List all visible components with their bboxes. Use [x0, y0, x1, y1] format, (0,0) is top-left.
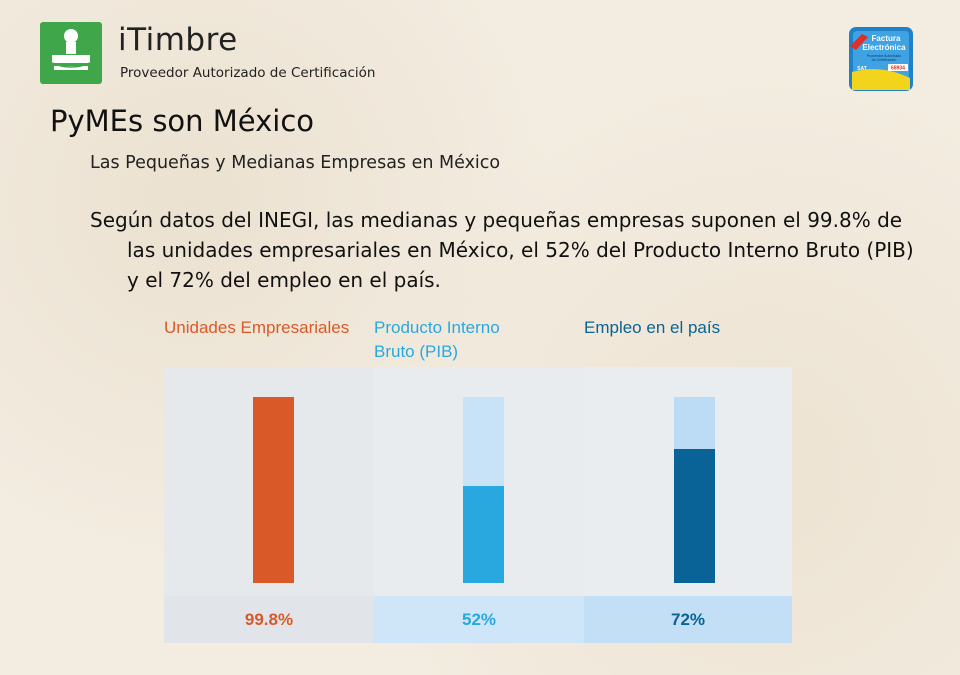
itimbre-logo — [40, 22, 102, 84]
badge-line1: Factura — [872, 34, 901, 43]
value-label-pib: 52% — [374, 596, 584, 643]
slide-title: PyMEs son México — [50, 104, 315, 138]
brand-tagline: Proveedor Autorizado de Certificación — [120, 65, 376, 81]
bar-unidades — [253, 397, 294, 583]
value-label-empleo: 72% — [584, 596, 792, 643]
brand-name: iTimbre — [118, 22, 238, 58]
badge-org: SAT — [857, 66, 867, 72]
value-label-unidades: 99.8% — [164, 596, 374, 643]
badge-line2: Electrónica — [862, 43, 906, 52]
slide-subtitle: Las Pequeñas y Medianas Empresas en Méxi… — [90, 153, 501, 173]
factura-electronica-badge: Factura Electrónica Proveedor Autorizado… — [849, 27, 913, 91]
category-label-empleo: Empleo en el país — [584, 318, 721, 337]
category-label-unidades: Unidades Empresariales — [164, 318, 350, 337]
stamp-icon — [51, 29, 91, 70]
badge-line4: de Certificación — [872, 58, 897, 62]
badge-number: 68934 — [891, 66, 905, 72]
bar-pib — [463, 486, 504, 583]
slide-body-text: Según datos del INEGI, las medianas y pe… — [90, 208, 914, 292]
badge-line3: Proveedor Autorizado — [867, 54, 902, 58]
category-label-pib: Producto Interno Bruto (PIB) — [374, 318, 500, 361]
bar-empleo — [674, 449, 715, 583]
